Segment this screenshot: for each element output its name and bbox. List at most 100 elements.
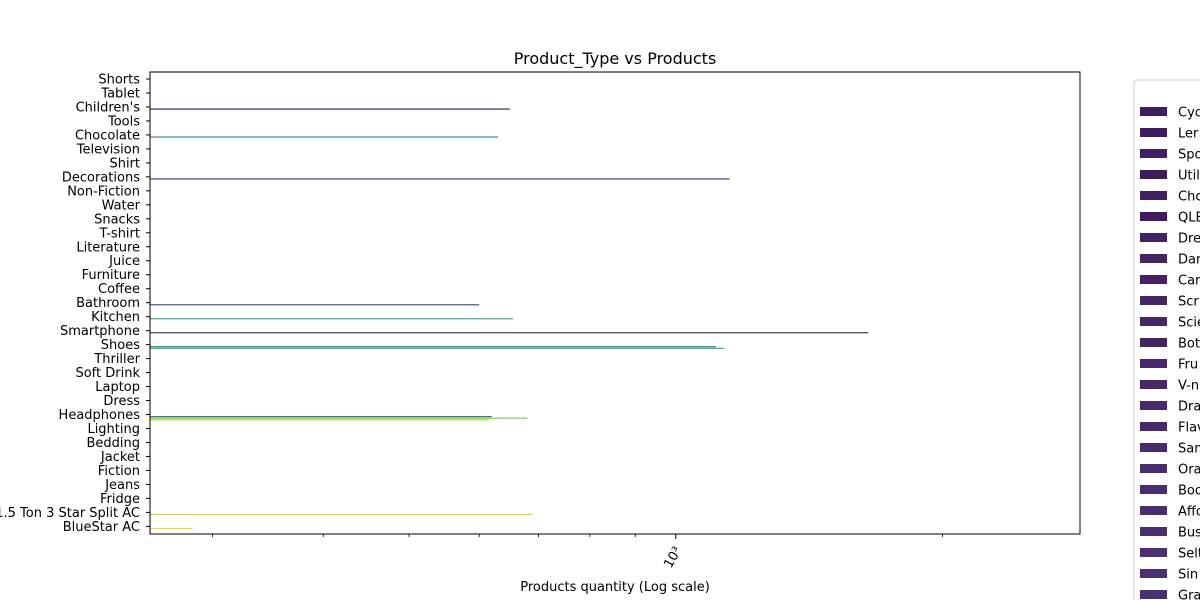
x-axis-label: Products quantity (Log scale) [520,580,710,595]
legend-label: Affo [1178,505,1200,520]
y-tick-label: BlueStar AC [63,520,140,535]
legend-swatch [1140,422,1167,431]
y-tick-label: Furniture [82,268,140,283]
y-tick-label: Television [76,142,140,157]
legend-swatch [1140,338,1167,347]
legend-label: Dra [1178,400,1200,415]
y-tick-label: Bathroom [76,296,140,311]
legend: Cyc Ler Spo Util Cho QLE Dre Dar Car Scr Scie Bot Fr… [1133,79,1200,600]
legend-swatch [1140,107,1167,116]
y-tick-label: Literature [76,240,140,255]
x-tick-label: 10³ [661,545,685,571]
y-tick-label: Laptop [95,380,140,395]
bar [150,304,480,306]
legend-swatch [1140,527,1167,536]
legend-swatch [1140,443,1167,452]
y-tick-label: Children's [76,100,141,115]
y-tick-label: Fiction [98,464,140,479]
y-tick-label: Smartphone [60,324,140,339]
legend-swatch [1140,590,1167,599]
legend-label: San [1178,442,1200,457]
bar [150,419,489,421]
legend-label: Dar [1178,253,1200,268]
y-tick-label: Shoes [101,338,140,353]
bar [150,527,193,530]
bar [150,332,869,334]
legend-swatch [1140,401,1167,410]
bars-layer [150,108,869,530]
y-tick-label: Coffee [98,282,140,297]
legend-label: Sin [1178,568,1198,583]
legend-label: Bus [1178,526,1200,541]
chart-title: Product_Type vs Products [514,49,717,69]
legend-swatch [1140,317,1167,326]
y-tick-label: Lighting [87,422,140,437]
legend-label: Flav [1178,421,1200,436]
legend-swatch [1140,548,1167,557]
x-axis: 10³ [212,534,943,571]
legend-swatch [1140,485,1167,494]
legend-swatch [1140,506,1167,515]
bar [150,108,510,110]
legend-swatch [1140,275,1167,284]
y-tick-label: Bedding [86,436,140,451]
y-tick-label: Soft Drink [75,366,140,381]
y-tick-label: Tools [107,114,140,129]
bar [150,136,498,138]
legend-label: Car [1178,274,1200,289]
bar [150,416,492,418]
y-tick-label: 1.5 Ton 3 Star Split AC [0,506,140,521]
legend-label: Cyc [1178,106,1200,121]
bar [150,318,513,320]
legend-label: Fru [1178,358,1198,373]
y-tick-label: Jacket [100,450,140,465]
legend-label: Boo [1178,484,1200,499]
legend-label: Ora [1178,463,1200,478]
bar [150,347,725,349]
bar [150,417,528,419]
legend-swatch [1140,191,1167,200]
y-tick-label: Snacks [94,212,140,227]
legend-label: Dre [1178,232,1200,247]
legend-swatch [1140,254,1167,263]
y-tick-label: Headphones [59,408,141,423]
y-tick-label: Chocolate [75,128,140,143]
y-tick-label: Non-Fiction [67,184,140,199]
legend-swatch [1140,212,1167,221]
y-tick-label: Fridge [100,492,140,507]
bar [150,178,730,180]
legend-label: QLE [1178,211,1200,226]
y-tick-label: Kitchen [91,310,140,325]
y-tick-label: Thriller [93,352,140,367]
y-tick-label: Juice [108,254,140,269]
legend-swatch [1140,128,1167,137]
y-tick-label: Dress [103,394,140,409]
legend-swatch [1140,380,1167,389]
bar [150,513,533,516]
legend-swatch [1140,149,1167,158]
legend-label: Ler [1178,127,1199,142]
y-tick-label: Decorations [62,170,140,185]
legend-label: Scr [1178,295,1199,310]
legend-swatch [1140,464,1167,473]
legend-label: Selt [1178,547,1200,562]
legend-label: V-n [1178,379,1199,394]
legend-label: Util [1178,169,1200,184]
y-tick-label: Jeans [104,478,140,493]
bar [150,346,716,348]
legend-label: Scie [1178,316,1200,331]
legend-swatch [1140,170,1167,179]
y-axis: ShortsTabletChildren'sToolsChocolateTele… [0,73,150,535]
plot-area [149,71,1081,535]
legend-swatch [1140,296,1167,305]
legend-label: Cho [1178,190,1200,205]
y-tick-label: Tablet [100,86,140,101]
legend-label: Spo [1178,148,1200,163]
legend-swatch [1140,359,1167,368]
legend-label: Bot [1178,337,1200,352]
legend-swatch [1140,233,1167,242]
legend-label: Gra [1178,589,1200,600]
legend-swatch [1140,569,1167,578]
y-tick-label: T-shirt [98,226,140,241]
